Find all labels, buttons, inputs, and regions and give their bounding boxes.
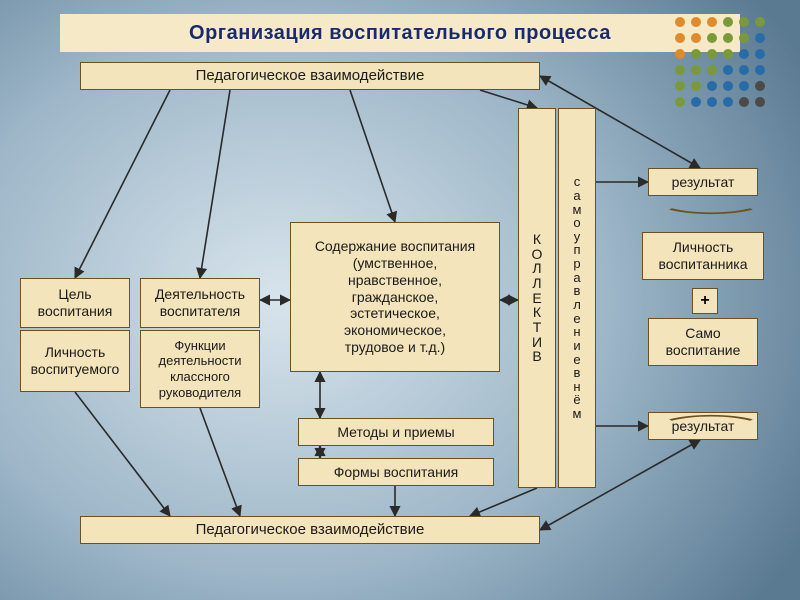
box-functions: Функциидеятельностиклассногоруководителя <box>140 330 260 408</box>
page-title: Организация воспитательного процесса <box>189 22 611 45</box>
box-learner: Личностьвоспитуемого <box>20 330 130 392</box>
box-selfgov: самоуправление в нём <box>558 108 596 488</box>
dot-grid-ornament <box>672 14 782 124</box>
box-selfedu: Самовоспитание <box>648 318 758 366</box>
box-personality: Личностьвоспитанника <box>642 232 764 280</box>
box-bottom_inter: Педагогическое взаимодействие <box>80 516 540 544</box>
box-activity: Деятельностьвоспитателя <box>140 278 260 328</box>
box-forms: Формы воспитания <box>298 458 494 486</box>
brace: ︶ <box>667 202 755 234</box>
title-band: Организация воспитательного процесса <box>60 14 740 52</box>
brace: ︵ <box>667 394 755 426</box>
box-goal: Цельвоспитания <box>20 278 130 328</box>
box-result1: результат <box>648 168 758 196</box>
plus-symbol: + <box>692 288 718 314</box>
box-kollektiv: КОЛЛЕКТИВ <box>518 108 556 488</box>
box-top_inter: Педагогическое взаимодействие <box>80 62 540 90</box>
box-content: Содержание воспитания(умственное,нравств… <box>290 222 500 372</box>
box-methods: Методы и приемы <box>298 418 494 446</box>
